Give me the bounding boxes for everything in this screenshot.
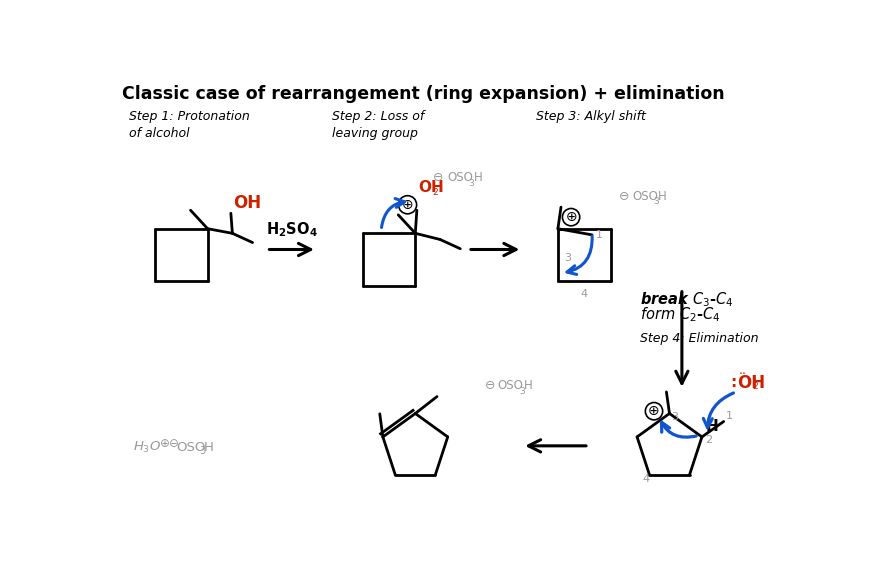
Text: $H_3O$: $H_3O$ xyxy=(133,440,161,455)
Text: H: H xyxy=(658,190,666,203)
Text: OH: OH xyxy=(418,180,444,195)
Text: H: H xyxy=(706,419,719,434)
Text: ⊖: ⊖ xyxy=(484,379,495,392)
Text: 2: 2 xyxy=(564,210,571,220)
Text: 3: 3 xyxy=(671,412,678,422)
Text: OSO: OSO xyxy=(632,190,658,203)
Text: ⊖: ⊖ xyxy=(433,171,443,184)
Text: Classic case of rearrangement (ring expansion) + elimination: Classic case of rearrangement (ring expa… xyxy=(122,85,725,103)
Text: 3: 3 xyxy=(469,179,475,188)
Text: ⊕: ⊕ xyxy=(401,198,413,212)
Text: $\mathbf{H_2SO_4}$: $\mathbf{H_2SO_4}$ xyxy=(266,220,318,239)
Text: $\bfit{break}$ $\mathit{C_3}$-$\mathit{C_4}$: $\bfit{break}$ $\mathit{C_3}$-$\mathit{C… xyxy=(640,290,734,309)
Text: ⊖: ⊖ xyxy=(619,190,630,203)
Text: :: : xyxy=(730,375,736,390)
Text: Step 1: Protonation
of alcohol: Step 1: Protonation of alcohol xyxy=(128,110,249,140)
Text: 3: 3 xyxy=(564,253,571,263)
Text: ⋅⋅: ⋅⋅ xyxy=(739,369,747,381)
Text: 3: 3 xyxy=(519,387,524,396)
Text: ⊕: ⊕ xyxy=(566,210,577,224)
Text: 4: 4 xyxy=(643,474,650,484)
Text: ⊖: ⊖ xyxy=(169,437,178,450)
Text: ⊕: ⊕ xyxy=(160,437,169,450)
Text: $_2$: $_2$ xyxy=(752,379,758,392)
Text: 1: 1 xyxy=(596,230,603,240)
Text: 2: 2 xyxy=(705,435,712,445)
Text: Step 4: Elimination: Step 4: Elimination xyxy=(640,332,758,345)
Text: H: H xyxy=(203,441,213,454)
Text: Step 3: Alkyl shift: Step 3: Alkyl shift xyxy=(536,110,646,123)
Text: Step 2: Loss of
leaving group: Step 2: Loss of leaving group xyxy=(333,110,425,140)
Text: OSO: OSO xyxy=(177,441,206,454)
Text: OH: OH xyxy=(738,374,765,392)
Text: ⊕: ⊕ xyxy=(648,404,660,418)
Text: OSO: OSO xyxy=(448,171,474,184)
Text: $_2$: $_2$ xyxy=(433,185,440,198)
Text: 4: 4 xyxy=(581,288,588,299)
Text: H: H xyxy=(474,171,483,184)
Text: 3: 3 xyxy=(653,197,659,206)
Text: OSO: OSO xyxy=(498,379,524,392)
Text: 3: 3 xyxy=(199,446,205,456)
Text: H: H xyxy=(524,379,533,392)
Text: OH: OH xyxy=(233,194,261,212)
Text: $\mathit{form}$ $\mathit{C_2}$-$\mathit{C_4}$: $\mathit{form}$ $\mathit{C_2}$-$\mathit{… xyxy=(640,305,721,324)
Text: 1: 1 xyxy=(726,411,733,421)
